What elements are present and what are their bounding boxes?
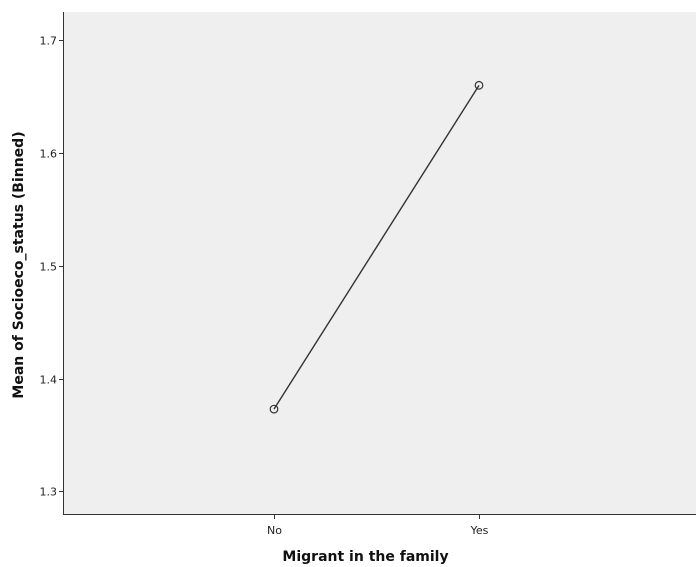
y-tick-label: 1.5 bbox=[40, 261, 58, 274]
y-tick-label: 1.4 bbox=[40, 374, 58, 387]
x-axis-ticks: No Yes bbox=[267, 514, 489, 537]
y-axis-title: Mean of Socioeco_status (Binned) bbox=[11, 131, 27, 398]
y-tick-label: 1.7 bbox=[40, 35, 58, 48]
y-tick-label: 1.3 bbox=[40, 486, 58, 499]
y-axis-ticks: 1.3 1.4 1.5 1.6 1.7 bbox=[40, 35, 63, 499]
data-point-marker bbox=[474, 80, 484, 90]
x-axis-title: Migrant in the family bbox=[282, 549, 448, 565]
x-tick-label: No bbox=[267, 524, 282, 537]
x-tick-label: Yes bbox=[470, 524, 489, 537]
series-line bbox=[273, 84, 480, 410]
series-layer bbox=[269, 80, 484, 414]
plot-area bbox=[63, 12, 696, 514]
data-point-marker bbox=[269, 404, 279, 414]
y-tick-label: 1.6 bbox=[40, 148, 58, 161]
